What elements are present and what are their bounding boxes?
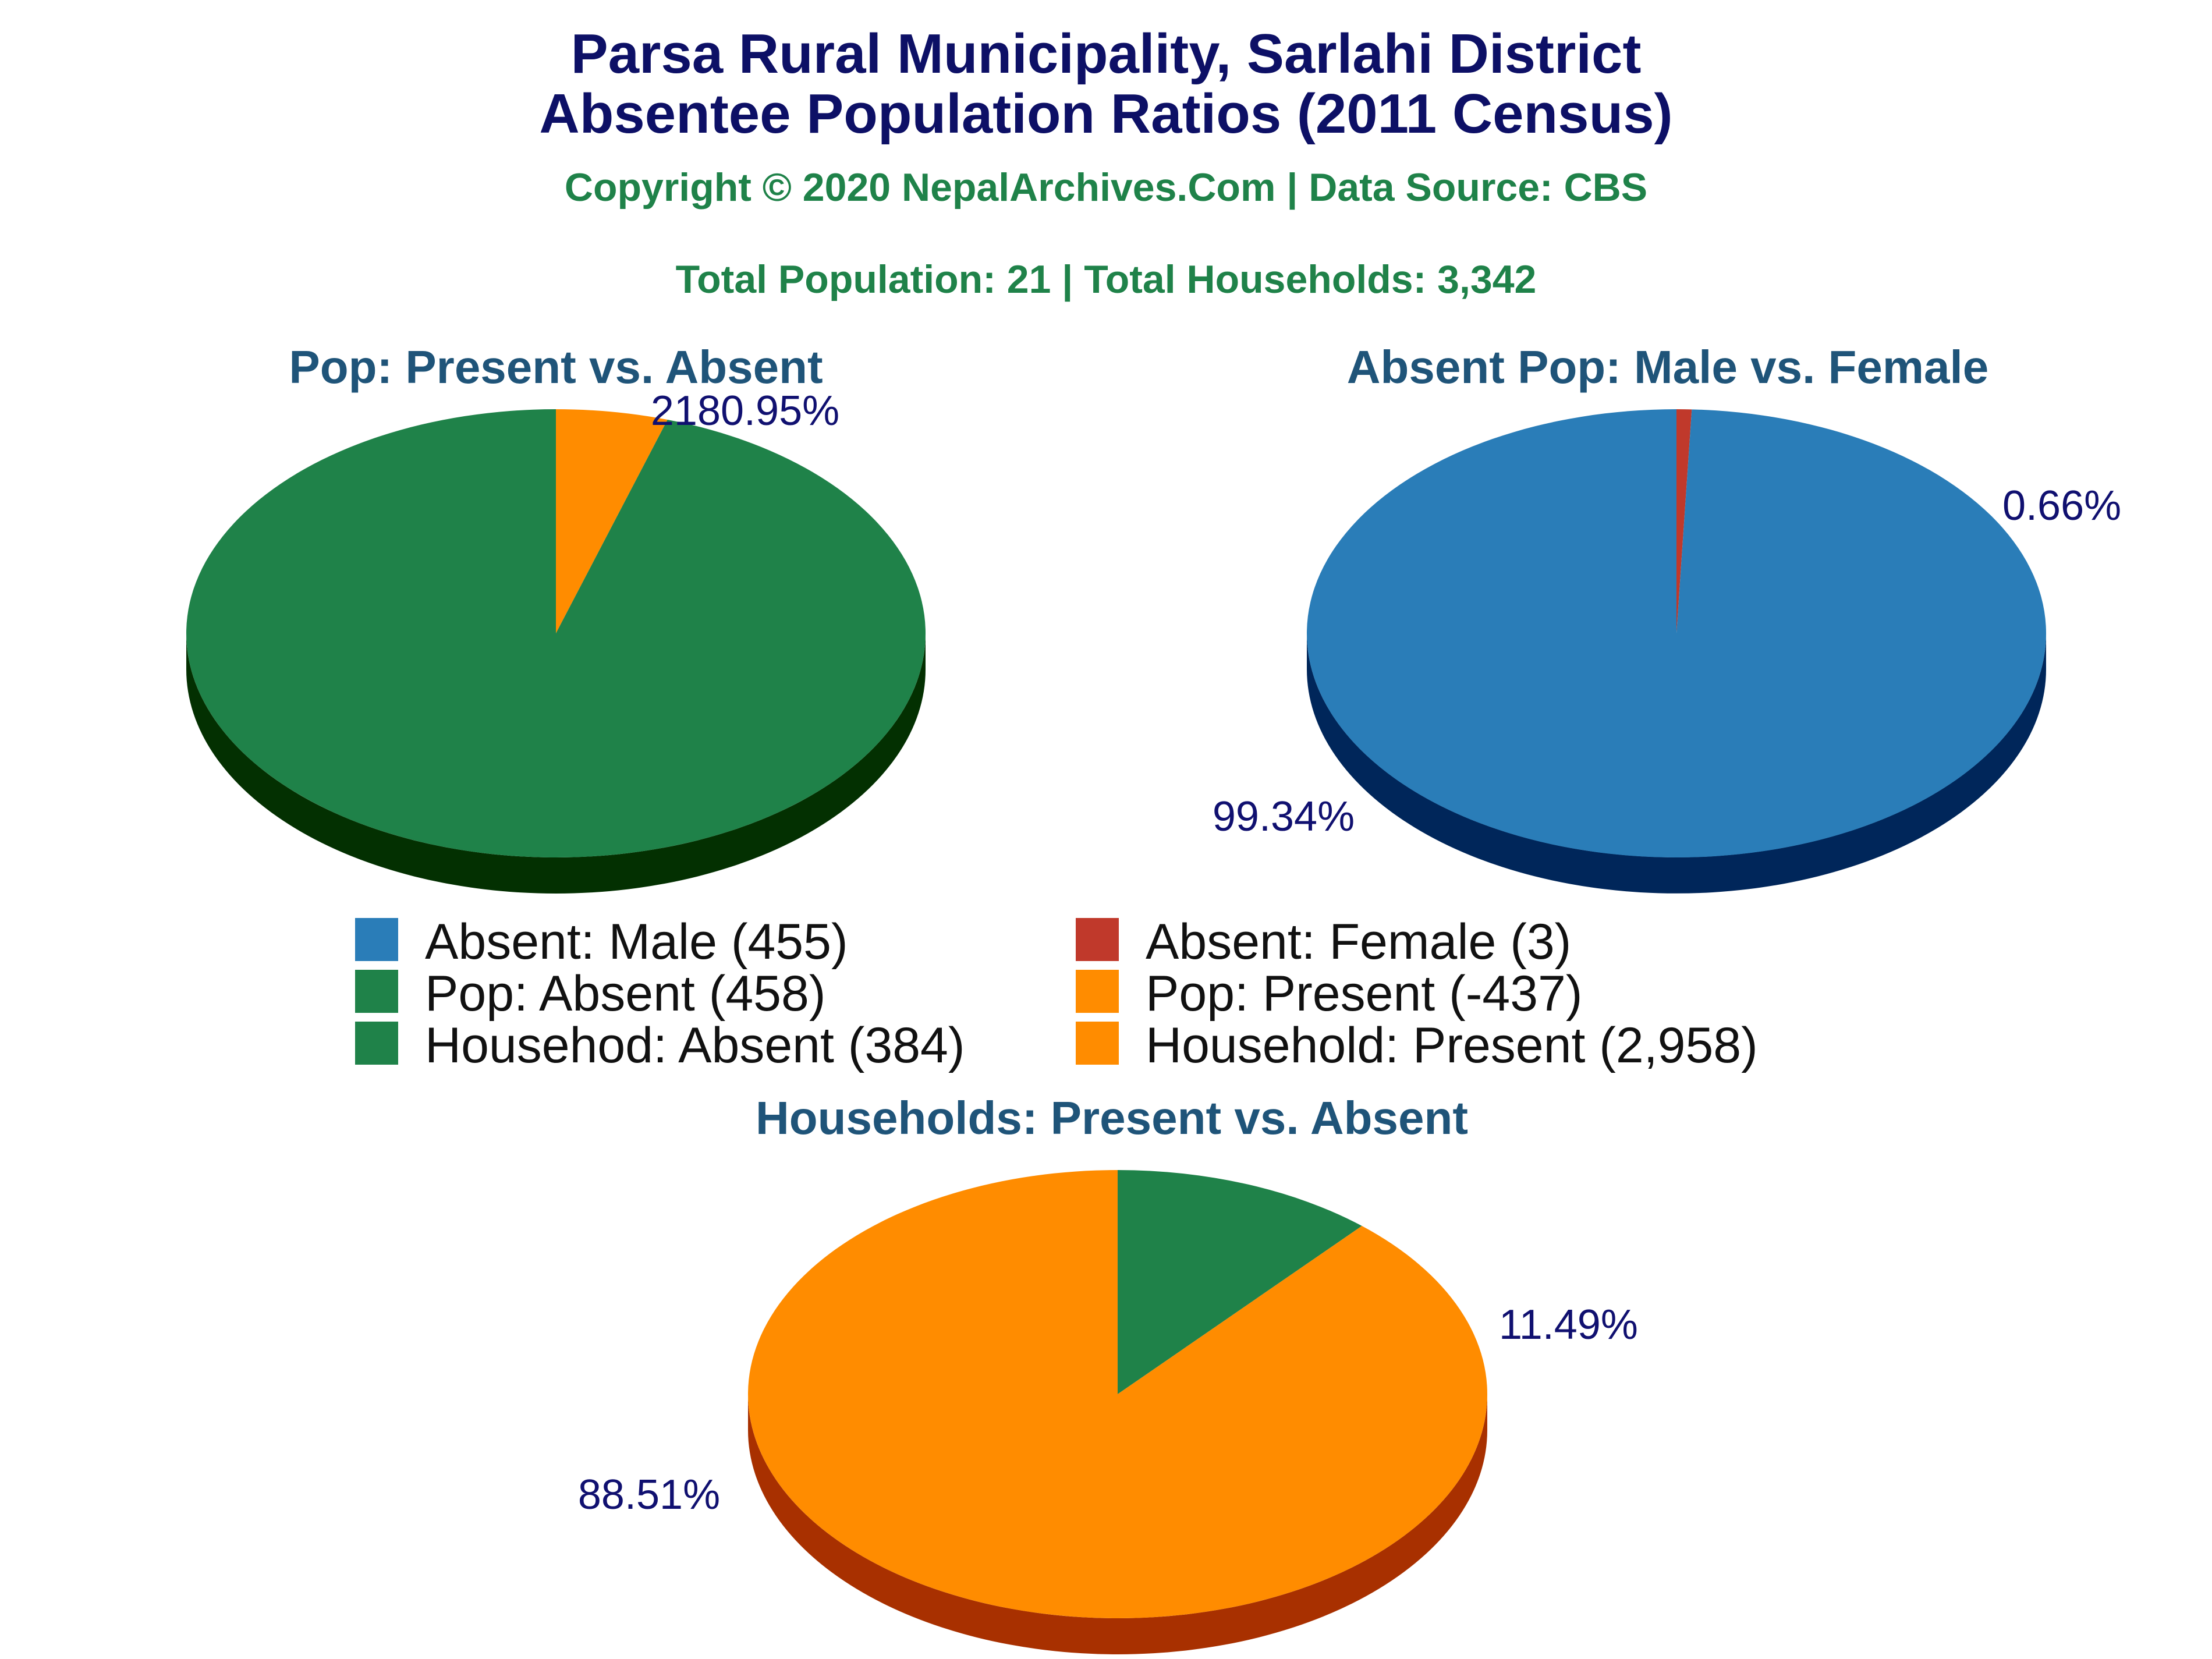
pie-slices-households: 11.49% 88.51%: [578, 1170, 1638, 1654]
legend-swatch-pop-present: [1076, 970, 1119, 1013]
pie-title-absent-gender: Absent Pop: Male vs. Female: [1347, 341, 1989, 393]
legend-swatch-household-absent: [355, 1022, 398, 1065]
pie-slices-population: 2180.95%: [186, 388, 926, 894]
legend-label-absent-female: Absent: Female (3): [1146, 914, 1571, 970]
pie-slice-1-0: [1676, 409, 1692, 633]
legend-label-pop-present: Pop: Present (-437): [1146, 966, 1582, 1022]
pie-chart-population: Pop: Present vs. Absent 2180.95%: [186, 341, 926, 894]
pie-percent-label-2-1: 88.51%: [578, 1472, 720, 1518]
chart-title-line1: Parsa Rural Municipality, Sarlahi Distri…: [571, 23, 1642, 85]
pie-slice-0-0: [556, 409, 668, 633]
chart-header: Parsa Rural Municipality, Sarlahi Distri…: [539, 23, 1672, 302]
legend-label-household-absent: Househod: Absent (384): [425, 1018, 965, 1073]
pie-percent-label-1-1: 99.34%: [1213, 793, 1355, 840]
legend: Absent: Male (455) Absent: Female (3) Po…: [355, 914, 1758, 1073]
legend-label-absent-male: Absent: Male (455): [425, 914, 848, 970]
legend-swatch-household-present: [1076, 1022, 1119, 1065]
legend-swatch-absent-male: [355, 918, 398, 961]
pie-percent-label-0-0: 2180.95%: [651, 388, 839, 434]
pie-side-0-1: [186, 633, 926, 894]
legend-swatch-absent-female: [1076, 918, 1119, 961]
copyright-text: Copyright © 2020 NepalArchives.Com | Dat…: [565, 165, 1647, 210]
pie-slice-2-1: [747, 1170, 1487, 1618]
pie-slice-2-0: [1118, 1170, 1362, 1394]
pie-title-households: Households: Present vs. Absent: [756, 1092, 1468, 1144]
legend-swatch-pop-absent: [355, 970, 398, 1013]
legend-label-pop-absent: Pop: Absent (458): [425, 966, 825, 1022]
pie-slice-0-1: [186, 409, 926, 857]
pie-slice-1-1: [1306, 409, 2046, 857]
pie-slices-absent-gender: 0.66% 99.34%: [1213, 409, 2121, 894]
pie-chart-absent-gender: Absent Pop: Male vs. Female 0.66% 99.34%: [1213, 341, 2121, 894]
pie-title-population: Pop: Present vs. Absent: [289, 341, 823, 393]
totals-text: Total Population: 21 | Total Households:…: [676, 257, 1537, 302]
legend-label-household-present: Household: Present (2,958): [1146, 1018, 1758, 1073]
pie-side-1-1: [1307, 633, 2046, 894]
pie-percent-label-1-0: 0.66%: [2002, 483, 2121, 529]
pie-side-2-1: [748, 1394, 1487, 1654]
chart-title-line2: Absentee Population Ratios (2011 Census): [539, 83, 1672, 145]
pie-percent-label-2-0: 11.49%: [1499, 1302, 1638, 1348]
pie-chart-households: Households: Present vs. Absent 11.49% 88.…: [578, 1092, 1638, 1654]
